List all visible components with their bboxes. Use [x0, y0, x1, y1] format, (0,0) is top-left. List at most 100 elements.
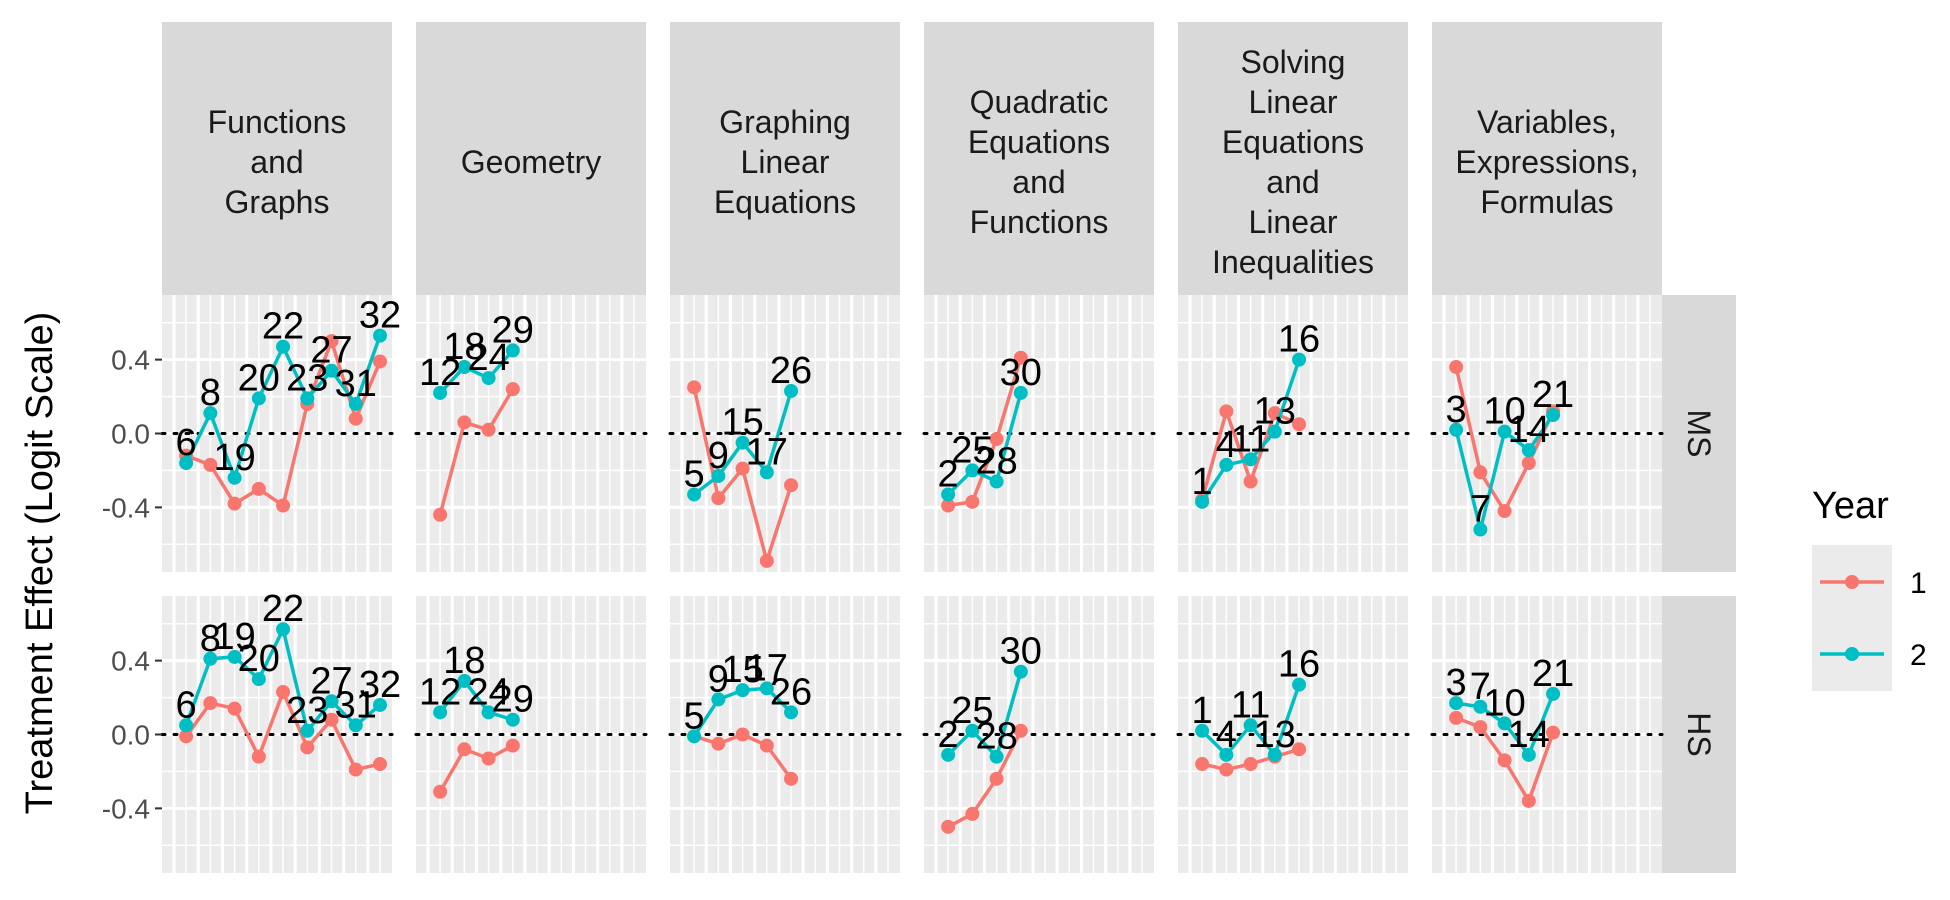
- point-year-2: [735, 683, 750, 698]
- point-year-1: [989, 432, 1004, 447]
- row-strip-label-HS: HS: [1681, 712, 1717, 756]
- point-year-1: [965, 806, 980, 821]
- point-year-1: [941, 498, 956, 513]
- panel-backgrounds: [162, 295, 1662, 873]
- point-year-1: [227, 496, 242, 511]
- point-year-2: [203, 406, 218, 421]
- point-year-2: [759, 465, 774, 480]
- point-label: 17: [746, 647, 788, 689]
- point-label: 5: [684, 453, 705, 495]
- point-year-1: [1473, 465, 1488, 480]
- point-year-1: [1013, 723, 1028, 738]
- point-year-1: [1219, 404, 1234, 419]
- column-strip-1: [416, 22, 646, 295]
- y-tick-label: 0.0: [111, 419, 150, 450]
- point-year-1: [1243, 757, 1258, 772]
- point-year-1: [1195, 757, 1210, 772]
- point-label: 22: [262, 588, 304, 630]
- point-label: 14: [1508, 409, 1550, 451]
- point-year-2: [784, 705, 799, 720]
- data-series: [160, 328, 1664, 834]
- point-year-1: [759, 553, 774, 568]
- point-label: 8: [200, 618, 221, 660]
- point-year-1: [941, 819, 956, 834]
- series-line-year-2: [438, 349, 515, 395]
- point-label: 16: [1278, 319, 1320, 361]
- point-label: 12: [419, 352, 461, 394]
- point-year-2: [1292, 677, 1307, 692]
- legend: Year 1 2: [1812, 485, 1927, 691]
- point-label: 2: [938, 453, 959, 495]
- column-strip-5: [1432, 22, 1662, 295]
- point-year-2: [1267, 424, 1282, 439]
- point-year-2: [481, 705, 496, 720]
- series-line-year-1: [947, 730, 1023, 829]
- point-year-1: [203, 696, 218, 711]
- series-line-year-1: [438, 388, 515, 516]
- point-year-1: [505, 382, 520, 397]
- column-strip-label-0: Functions and Graphs: [208, 104, 347, 220]
- column-strip-label-5: Variables, Expressions, Formulas: [1455, 104, 1638, 220]
- point-year-1: [687, 380, 702, 395]
- panel-2-HS: [687, 681, 799, 786]
- column-strip-label-4: Solving Linear Equations and Linear Inequalit…: [1212, 44, 1374, 280]
- point-year-2: [300, 391, 315, 406]
- point-year-2: [505, 712, 520, 727]
- point-year-2: [1497, 716, 1512, 731]
- point-label: 6: [176, 684, 197, 726]
- point-label: 15: [721, 402, 763, 444]
- series-line-year-2: [946, 671, 1023, 759]
- point-label: 21: [1532, 374, 1574, 416]
- point-year-2: [1449, 422, 1464, 437]
- series-line-year-2: [438, 679, 514, 722]
- point-year-2: [457, 673, 472, 688]
- axes: -0.4 0.0 0.4 -0.4 0.0 0.4: [102, 345, 162, 824]
- legend-key-point-2: [1845, 647, 1859, 661]
- point-year-1: [276, 498, 291, 513]
- point-year-2: [1497, 424, 1512, 439]
- point-year-2: [276, 622, 291, 637]
- point-year-2: [1195, 723, 1210, 738]
- point-label: 30: [1000, 631, 1042, 673]
- point-label: 10: [1483, 682, 1525, 724]
- point-year-2: [687, 729, 702, 744]
- point-year-1: [735, 461, 750, 476]
- point-label: 6: [176, 422, 197, 464]
- point-year-1: [433, 507, 448, 522]
- point-year-1: [348, 411, 363, 426]
- point-label: 27: [310, 330, 352, 372]
- point-label: 9: [708, 435, 729, 477]
- series-line-year-1: [947, 357, 1023, 508]
- point-year-2: [1473, 522, 1488, 537]
- y-tick-label: 0.4: [111, 345, 150, 376]
- point-year-2: [759, 681, 774, 696]
- series-line-year-2: [946, 392, 1023, 496]
- panel-5-MS: [1449, 360, 1561, 537]
- point-label: 7: [1470, 666, 1491, 708]
- point-year-1: [711, 491, 726, 506]
- point-year-1: [179, 729, 194, 744]
- point-year-1: [227, 701, 242, 716]
- point-year-1: [1473, 720, 1488, 735]
- point-year-1: [989, 771, 1004, 786]
- point-year-2: [1546, 408, 1561, 423]
- point-label: 19: [213, 437, 255, 479]
- point-year-1: [300, 740, 315, 755]
- point-year-2: [1243, 718, 1258, 733]
- panel-3-HS: [941, 664, 1028, 834]
- point-label: 4: [1216, 424, 1237, 466]
- point-year-2: [481, 371, 496, 386]
- point-year-2: [941, 487, 956, 502]
- point-year-1: [433, 784, 448, 799]
- point-year-1: [1449, 710, 1464, 725]
- series-line-year-1: [438, 744, 514, 793]
- point-year-2: [324, 363, 339, 378]
- point-label: 31: [335, 684, 377, 726]
- point-year-2: [179, 456, 194, 471]
- point-year-1: [373, 757, 387, 772]
- point-year-1: [457, 415, 472, 430]
- point-label: 17: [746, 431, 788, 473]
- point-label: 22: [262, 306, 304, 348]
